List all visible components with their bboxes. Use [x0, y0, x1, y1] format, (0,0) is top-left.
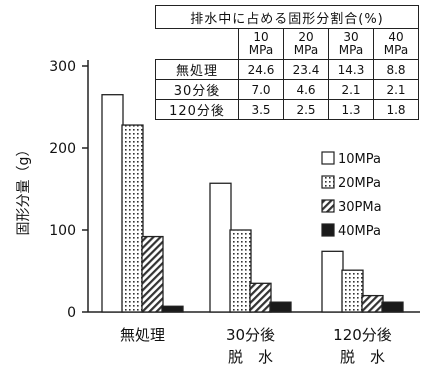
y-tick-label: 300: [49, 59, 76, 75]
table-cell: 2.5: [283, 99, 329, 120]
table-row-label: 120分後: [155, 99, 239, 120]
table-row-label: 無処理: [155, 59, 239, 80]
table-cell: 2.1: [373, 79, 419, 100]
table-row: 120分後 3.5 2.5 1.3 1.8: [155, 99, 419, 120]
bar: [361, 294, 384, 313]
bar: [229, 229, 252, 313]
table-cell: 4.6: [283, 79, 329, 100]
bar: [209, 182, 232, 313]
x-tick-label: 脱 水: [340, 348, 385, 366]
legend-label: 10MPa: [338, 152, 381, 167]
bar: [249, 282, 272, 313]
y-tick-label: 100: [49, 223, 76, 239]
table-col-header: 10 MPa: [238, 28, 284, 60]
bar: [161, 305, 184, 313]
bar: [121, 124, 144, 313]
bar: [341, 269, 364, 313]
legend-swatch: [321, 223, 335, 237]
x-tick-label: 脱 水: [228, 348, 273, 366]
table-title: 排水中に占める固形分割合(%): [155, 5, 419, 29]
table-row: 30分後 7.0 4.6 2.1 2.1: [155, 79, 419, 100]
y-tick-label: 200: [49, 141, 76, 157]
table-row: 無処理 24.6 23.4 14.3 8.8: [155, 59, 419, 80]
table-cell: 1.8: [373, 99, 419, 120]
legend-label: 30PMa: [338, 200, 382, 215]
y-tick-label: 0: [67, 305, 76, 321]
legend-swatch: [321, 199, 335, 213]
x-tick-label: 無処理: [120, 326, 165, 344]
legend-swatch: [321, 151, 335, 165]
table-corner: [155, 28, 239, 60]
legend-swatch: [321, 175, 335, 189]
x-tick-label: 30分後: [226, 326, 275, 344]
bar: [269, 301, 292, 313]
y-axis-label: 固形分量（g）: [16, 143, 32, 236]
bar: [321, 250, 344, 313]
table-col-header: 40 MPa: [373, 28, 419, 60]
table-cell: 23.4: [283, 59, 329, 80]
table-cell: 1.3: [328, 99, 374, 120]
table-row-label: 30分後: [155, 79, 239, 100]
table-col-header: 30 MPa: [328, 28, 374, 60]
bar: [101, 94, 124, 313]
bars: [101, 94, 404, 313]
bar: [141, 235, 164, 313]
legend-label: 40MPa: [338, 224, 381, 239]
table-cell: 8.8: [373, 59, 419, 80]
table-cell: 3.5: [238, 99, 284, 120]
legend: 10MPa 20MPa 30PMa 40MPa: [321, 151, 382, 239]
solid-ratio-table: 排水中に占める固形分割合(%) 10 MPa 20 MPa 30 MPa 40 MPa …: [155, 5, 419, 120]
table-cell: 24.6: [238, 59, 284, 80]
table-col-header: 20 MPa: [283, 28, 329, 60]
table-cell: 14.3: [328, 59, 374, 80]
legend-label: 20MPa: [338, 176, 381, 191]
table-cell: 2.1: [328, 79, 374, 100]
x-tick-label: 120分後: [333, 326, 392, 344]
bar: [381, 301, 404, 313]
table-cell: 7.0: [238, 79, 284, 100]
